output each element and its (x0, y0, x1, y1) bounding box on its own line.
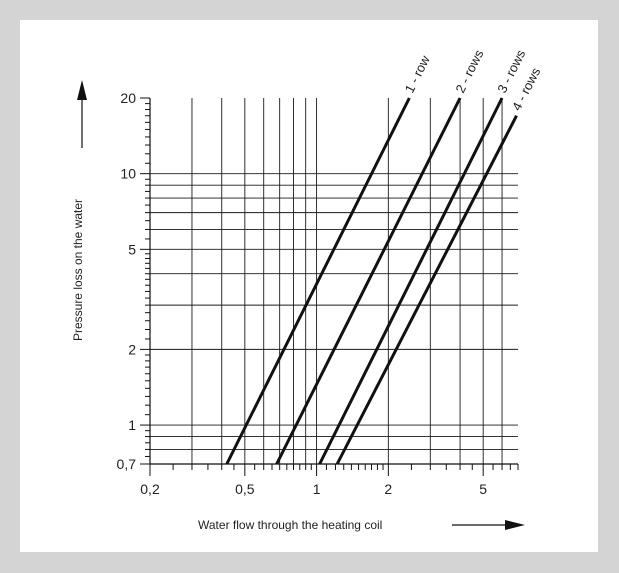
series-line (275, 97, 462, 465)
series-line (225, 97, 411, 465)
y-tick-label: 0,7 (117, 456, 137, 472)
y-tick-label: 2 (128, 341, 136, 357)
y-tick-label: 10 (120, 166, 136, 182)
x-axis-arrow-head (505, 520, 525, 530)
y-tick-label: 5 (128, 241, 136, 257)
x-tick-label: 5 (479, 481, 487, 497)
series-line (335, 115, 518, 465)
x-axis-title-group: Water flow through the heating coil (198, 518, 525, 532)
y-tick-label: 1 (128, 417, 136, 433)
x-tick-label: 2 (384, 481, 392, 497)
x-tick-label: 1 (313, 481, 321, 497)
axes (140, 97, 519, 476)
chart-card: 0,2 0,5 1 2 5 0,7 1 2 5 10 20 1 - row 2 - rows 3 - ro… (20, 20, 598, 552)
series-label: 1 - row (402, 53, 433, 96)
x-tick-label: 0,2 (140, 481, 160, 497)
y-tick-label: 20 (120, 90, 136, 106)
series-label: 2 - rows (452, 47, 486, 95)
y-axis-arrow-head (77, 80, 87, 100)
x-axis-title: Water flow through the heating coil (198, 518, 382, 532)
y-axis-title: Pressure loss on the water (71, 199, 85, 341)
series-lines (225, 97, 518, 465)
y-axis-title-group: Pressure loss on the water (71, 80, 87, 341)
grid (150, 98, 518, 464)
series-line (318, 97, 504, 465)
x-tick-label: 0,5 (235, 481, 255, 497)
